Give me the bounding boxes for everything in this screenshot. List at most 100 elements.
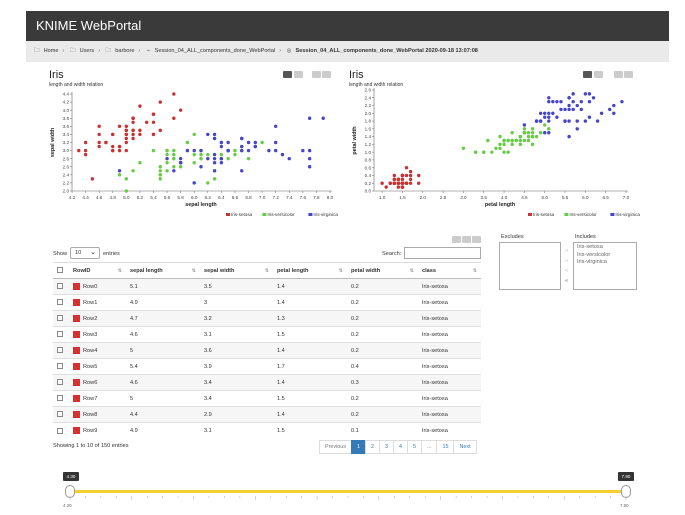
data-point[interactable]	[158, 169, 162, 173]
data-point[interactable]	[212, 136, 217, 141]
row-checkbox[interactable]	[57, 315, 63, 322]
data-point[interactable]	[538, 111, 543, 116]
data-point[interactable]	[158, 100, 162, 104]
data-point[interactable]	[559, 107, 563, 112]
table-select-button[interactable]	[452, 236, 461, 243]
search-input[interactable]	[404, 247, 481, 259]
data-point[interactable]	[547, 111, 551, 116]
data-point[interactable]	[172, 148, 176, 153]
data-point[interactable]	[172, 156, 176, 161]
data-point[interactable]	[287, 156, 291, 161]
data-point[interactable]	[400, 177, 405, 182]
data-point[interactable]	[178, 161, 183, 165]
data-point[interactable]	[219, 144, 224, 149]
column-header[interactable]: sepal width ⇅	[200, 262, 273, 279]
data-point[interactable]	[538, 131, 543, 135]
data-point[interactable]	[124, 136, 129, 141]
data-point[interactable]	[172, 165, 176, 169]
data-point[interactable]	[178, 165, 183, 169]
data-point[interactable]	[212, 177, 217, 181]
data-point[interactable]	[192, 152, 196, 157]
data-point[interactable]	[117, 169, 122, 173]
data-point[interactable]	[117, 173, 122, 177]
data-point[interactable]	[151, 112, 156, 116]
select-all-checkbox[interactable]	[57, 267, 63, 274]
column-header[interactable]: sepal length ⇅	[126, 262, 200, 279]
slider-track[interactable]	[70, 490, 626, 493]
data-point[interactable]	[547, 99, 551, 104]
page-button[interactable]: ...	[420, 440, 438, 454]
data-point[interactable]	[612, 111, 616, 116]
data-point[interactable]	[567, 103, 571, 108]
chart1-select-button[interactable]	[294, 71, 303, 78]
data-point[interactable]	[307, 165, 312, 169]
data-point[interactable]	[526, 138, 531, 143]
data-point[interactable]	[587, 115, 592, 119]
data-point[interactable]	[240, 136, 244, 141]
data-point[interactable]	[240, 144, 244, 149]
data-point[interactable]	[246, 156, 251, 161]
page-button[interactable]: 15	[436, 440, 455, 454]
data-point[interactable]	[138, 128, 142, 133]
data-point[interactable]	[97, 140, 101, 145]
excludes-list[interactable]	[499, 242, 561, 290]
column-header[interactable]: RowID ⇅	[69, 262, 126, 279]
data-point[interactable]	[473, 150, 478, 154]
data-point[interactable]	[131, 128, 135, 133]
data-point[interactable]	[212, 161, 217, 165]
row-checkbox-cell[interactable]	[53, 406, 69, 423]
page-button[interactable]: 4	[392, 440, 408, 454]
data-point[interactable]	[165, 148, 169, 153]
data-point[interactable]	[579, 107, 583, 112]
data-point[interactable]	[158, 128, 162, 133]
chart2-reset-button[interactable]	[624, 71, 633, 78]
data-point[interactable]	[567, 107, 571, 112]
data-point[interactable]	[158, 173, 162, 177]
data-point[interactable]	[124, 148, 129, 153]
data-point[interactable]	[212, 169, 217, 173]
data-point[interactable]	[192, 181, 196, 185]
column-header[interactable]: class ⇅	[418, 262, 481, 279]
data-point[interactable]	[388, 181, 392, 185]
data-point[interactable]	[172, 116, 176, 120]
data-point[interactable]	[417, 173, 421, 178]
data-point[interactable]	[522, 131, 527, 135]
sort-icon[interactable]: ⇅	[472, 267, 477, 274]
data-point[interactable]	[124, 124, 129, 129]
row-checkbox[interactable]	[57, 395, 63, 402]
data-point[interactable]	[111, 132, 115, 137]
data-point[interactable]	[138, 104, 142, 108]
data-point[interactable]	[158, 165, 162, 169]
chart1-settings-button[interactable]	[283, 71, 292, 78]
sort-icon[interactable]: ⇅	[191, 267, 196, 274]
entries-select[interactable]: 10 ⌄	[70, 247, 100, 259]
data-point[interactable]	[404, 173, 409, 178]
data-point[interactable]	[482, 150, 486, 154]
row-checkbox[interactable]	[57, 347, 63, 354]
data-point[interactable]	[502, 150, 506, 154]
data-point[interactable]	[90, 177, 95, 181]
data-point[interactable]	[83, 148, 88, 153]
data-point[interactable]	[392, 181, 397, 185]
data-point[interactable]	[151, 120, 156, 124]
data-point[interactable]	[307, 148, 312, 153]
data-point[interactable]	[551, 99, 555, 104]
data-point[interactable]	[530, 131, 535, 135]
data-point[interactable]	[514, 138, 518, 143]
data-point[interactable]	[117, 124, 122, 129]
list-item[interactable]: Iris-setosa	[577, 244, 603, 250]
data-point[interactable]	[206, 152, 210, 157]
move-right-button[interactable]: >	[565, 248, 569, 254]
data-point[interactable]	[530, 127, 535, 131]
data-point[interactable]	[158, 177, 162, 181]
row-checkbox-cell[interactable]	[53, 422, 69, 439]
row-checkbox-cell[interactable]	[53, 278, 69, 295]
data-point[interactable]	[151, 148, 156, 153]
data-point[interactable]	[547, 96, 551, 100]
data-point[interactable]	[408, 181, 413, 185]
page-button[interactable]: 2	[364, 440, 380, 454]
data-point[interactable]	[131, 120, 135, 124]
data-point[interactable]	[206, 181, 210, 185]
data-point[interactable]	[498, 146, 502, 150]
chart1-scatter-plot[interactable]: 4.2 4.4 4.6 4.8 5.0 5.2 5.4 5.6 5.8 6.0 6.2 6.4 6.6 6…	[40, 88, 340, 223]
